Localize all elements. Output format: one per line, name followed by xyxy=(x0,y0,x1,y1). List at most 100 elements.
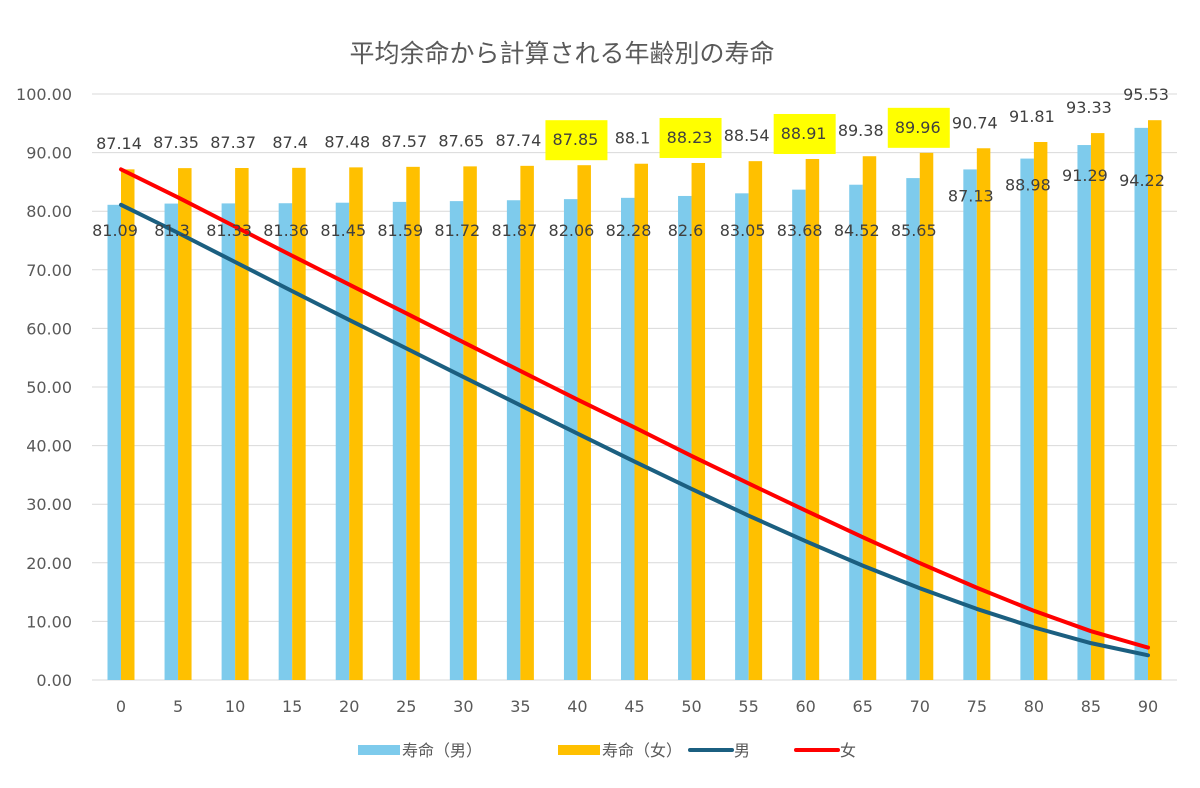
x-tick-label: 65 xyxy=(853,697,873,716)
x-tick-label: 60 xyxy=(795,697,815,716)
y-tick-label: 40.00 xyxy=(26,437,72,456)
data-labels: 81.09 81.3 81.33 81.36 81.45 81.59 81.72 81.87 8… xyxy=(92,85,1169,240)
data-label-female: 87.65 xyxy=(438,131,484,150)
bar-female xyxy=(691,162,706,681)
data-label-female: 88.54 xyxy=(724,126,770,145)
x-tick-label: 15 xyxy=(282,697,302,716)
data-label-male: 82.6 xyxy=(668,221,704,240)
y-tick-label: 100.00 xyxy=(16,85,72,104)
x-axis: 0 5 10 15 20 25 30 35 40 45 50 55 60 65 70 75 80 85 90 xyxy=(116,697,1158,716)
data-label-female: 90.74 xyxy=(952,113,998,132)
bar-female xyxy=(1148,120,1162,680)
y-tick-label: 80.00 xyxy=(26,202,72,221)
bar-female xyxy=(1090,133,1105,681)
y-tick-label: 10.00 xyxy=(26,612,72,631)
y-tick-label: 90.00 xyxy=(26,144,72,163)
x-tick-label: 70 xyxy=(910,697,930,716)
data-label-female: 87.14 xyxy=(96,134,142,153)
x-tick-label: 40 xyxy=(567,697,587,716)
line-male xyxy=(119,202,1150,658)
bar-male xyxy=(335,202,350,680)
data-label-male: 81.72 xyxy=(434,221,480,240)
data-label-male: 87.13 xyxy=(948,186,994,205)
data-label-female: 87.48 xyxy=(324,132,370,151)
bar-female xyxy=(862,156,877,680)
bar-female xyxy=(235,168,249,681)
data-label-male: 81.87 xyxy=(491,221,537,240)
bar-male xyxy=(678,195,692,681)
x-tick-label: 20 xyxy=(339,697,359,716)
bar-male xyxy=(963,169,977,680)
bar-male xyxy=(278,203,293,680)
legend-label: 寿命（女） xyxy=(602,741,682,760)
y-axis: 0.00 10.00 20.00 30.00 40.00 50.00 60.00 70.00 8… xyxy=(16,85,72,690)
y-tick-label: 50.00 xyxy=(26,378,72,397)
legend-label: 女 xyxy=(840,741,856,760)
bar-male xyxy=(735,193,749,680)
bar-female xyxy=(178,168,192,680)
bar-male xyxy=(164,203,179,680)
y-tick-label: 70.00 xyxy=(26,261,72,280)
x-tick-label: 30 xyxy=(453,697,473,716)
label-highlight xyxy=(887,107,950,148)
bar-female xyxy=(1033,141,1048,680)
data-label-male: 81.45 xyxy=(320,221,366,240)
bar-female xyxy=(634,163,648,680)
bar-male xyxy=(221,203,236,681)
bar-female xyxy=(805,158,820,680)
bar-male xyxy=(107,204,121,680)
data-label-female: 87.35 xyxy=(153,133,199,152)
x-tick-label: 55 xyxy=(738,697,758,716)
y-tick-label: 30.00 xyxy=(26,495,72,514)
data-label-male: 81.59 xyxy=(377,221,423,240)
bar-female xyxy=(463,166,477,681)
legend: 寿命（男） 寿命（女） 男 女 xyxy=(358,741,856,760)
data-label-male: 81.33 xyxy=(206,221,252,240)
x-tick-label: 45 xyxy=(624,697,644,716)
x-tick-label: 85 xyxy=(1081,697,1101,716)
data-label-female: 87.57 xyxy=(381,132,427,151)
x-tick-label: 5 xyxy=(173,697,183,716)
x-tick-label: 80 xyxy=(1024,697,1044,716)
bar-male xyxy=(1134,127,1148,681)
bar-male xyxy=(621,197,635,680)
bar-female xyxy=(919,152,934,680)
bar-male xyxy=(1020,158,1034,680)
label-highlight xyxy=(773,113,836,154)
bar-male xyxy=(506,200,521,680)
bar-female xyxy=(748,161,763,681)
bar-female xyxy=(406,166,420,681)
data-label-female: 87.4 xyxy=(272,133,308,152)
data-label-male: 82.28 xyxy=(606,221,652,240)
line-female xyxy=(119,167,1150,650)
legend-label: 男 xyxy=(734,741,750,760)
data-label-female: 91.81 xyxy=(1009,107,1055,126)
y-tick-label: 0.00 xyxy=(36,671,72,690)
data-label-male: 94.22 xyxy=(1119,171,1165,190)
legend-label: 寿命（男） xyxy=(402,741,482,760)
data-label-male: 88.98 xyxy=(1005,176,1051,195)
data-label-female: 89.96 xyxy=(895,118,941,137)
bar-male xyxy=(792,189,806,680)
label-highlight xyxy=(545,120,608,161)
data-label-female: 87.37 xyxy=(210,133,256,152)
x-tick-label: 10 xyxy=(225,697,245,716)
y-tick-label: 20.00 xyxy=(26,554,72,573)
bar-female xyxy=(577,165,591,681)
data-label-female: 88.23 xyxy=(667,128,713,147)
data-label-female: 88.91 xyxy=(781,124,827,143)
x-tick-label: 0 xyxy=(116,697,126,716)
y-tick-label: 60.00 xyxy=(26,319,72,338)
bar-female xyxy=(349,167,363,681)
chart-title: 平均余命から計算される年齢別の寿命 xyxy=(349,39,774,68)
data-label-male: 85.65 xyxy=(891,221,937,240)
data-label-female: 87.85 xyxy=(553,130,599,149)
bars xyxy=(107,120,1162,681)
x-tick-label: 75 xyxy=(967,697,987,716)
bar-male xyxy=(1077,145,1091,681)
label-highlight xyxy=(659,117,722,158)
data-label-female: 89.38 xyxy=(838,121,884,140)
bar-female xyxy=(292,167,306,680)
data-label-male: 83.68 xyxy=(777,221,823,240)
data-label-male: 81.36 xyxy=(263,221,309,240)
